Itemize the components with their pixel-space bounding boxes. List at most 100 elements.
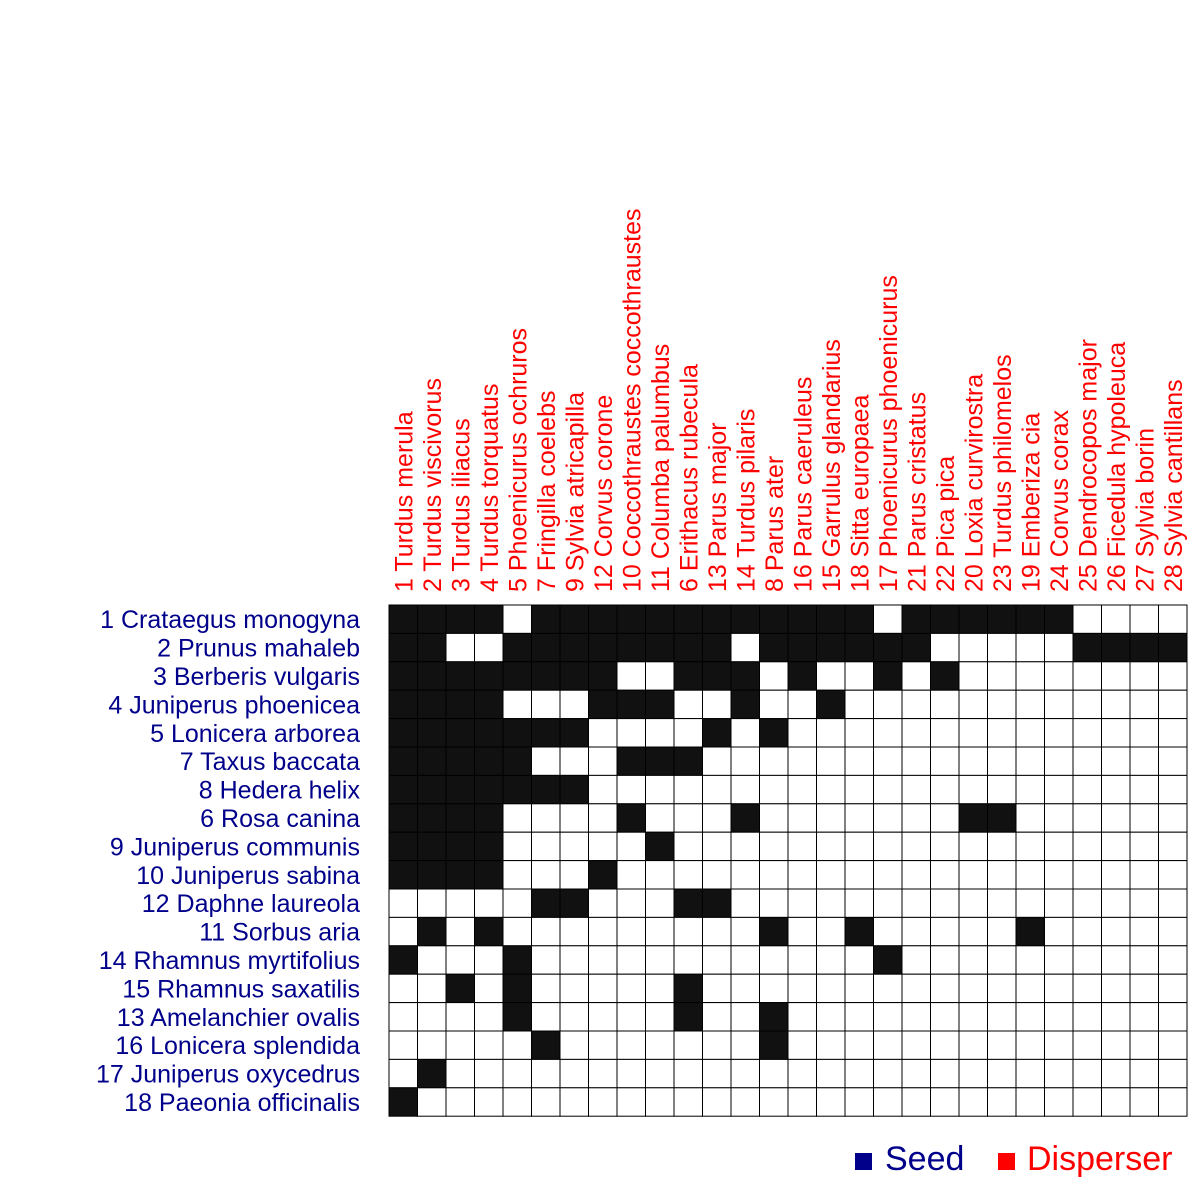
- matrix-cell: [502, 888, 532, 918]
- matrix-cell: [702, 831, 732, 862]
- matrix-cell: [1101, 831, 1131, 862]
- matrix-cell: [844, 945, 874, 975]
- matrix-cell: [816, 746, 846, 776]
- matrix-cell: [1072, 632, 1102, 663]
- matrix-cell: [1129, 689, 1159, 720]
- matrix-cell: [901, 746, 931, 776]
- matrix-cell: [1044, 803, 1074, 833]
- column-label: 5 Phoenicurus ochruros: [504, 328, 532, 592]
- matrix-cell: [645, 718, 675, 748]
- matrix-cell: [1129, 746, 1159, 776]
- row-label: 16 Lonicera splendida: [115, 1032, 360, 1060]
- matrix-cell: [1044, 1058, 1074, 1089]
- matrix-cell: [930, 689, 960, 720]
- matrix-cell: [987, 945, 1017, 975]
- matrix-cell: [616, 1030, 646, 1060]
- matrix-cell: [702, 661, 732, 691]
- matrix-cell: [1044, 831, 1074, 862]
- column-label: 14 Turdus pilaris: [732, 409, 760, 592]
- row-label: 1 Crataegus monogyna: [100, 606, 360, 634]
- column-label: 6 Erithacus rubecula: [675, 364, 703, 592]
- matrix-cell: [702, 860, 732, 890]
- row-label: 15 Rhamnus saxatilis: [122, 975, 360, 1003]
- matrix-cell: [958, 831, 988, 862]
- matrix-cell: [787, 604, 817, 634]
- matrix-cell: [844, 973, 874, 1004]
- matrix-cell: [1101, 973, 1131, 1004]
- matrix-cell: [673, 774, 703, 805]
- matrix-cell: [759, 860, 789, 890]
- matrix-cell: [559, 945, 589, 975]
- matrix-cell: [930, 888, 960, 918]
- matrix-cell: [502, 632, 532, 663]
- matrix-cell: [1129, 973, 1159, 1004]
- matrix-cell: [1072, 661, 1102, 691]
- matrix-cell: [759, 1002, 789, 1032]
- matrix-cell: [730, 1002, 760, 1032]
- matrix-cell: [645, 916, 675, 947]
- matrix-cell: [588, 689, 618, 720]
- matrix-cell: [531, 860, 561, 890]
- matrix-cell: [559, 632, 589, 663]
- matrix-cell: [588, 1002, 618, 1032]
- matrix-cell: [559, 1030, 589, 1060]
- matrix-cell: [1072, 916, 1102, 947]
- matrix-cell: [417, 604, 447, 634]
- matrix-cell: [1072, 689, 1102, 720]
- matrix-cell: [787, 718, 817, 748]
- matrix-cell: [388, 689, 418, 720]
- matrix-cell: [445, 632, 475, 663]
- matrix-cell: [616, 916, 646, 947]
- matrix-cell: [930, 916, 960, 947]
- column-label: 22 Pica pica: [932, 456, 960, 592]
- matrix-cell: [730, 774, 760, 805]
- matrix-cell: [1158, 945, 1188, 975]
- matrix-cell: [1044, 632, 1074, 663]
- matrix-cell: [730, 661, 760, 691]
- matrix-cell: [873, 1058, 903, 1089]
- matrix-cell: [417, 1030, 447, 1060]
- matrix-cell: [1129, 604, 1159, 634]
- matrix-cell: [1044, 661, 1074, 691]
- matrix-cell: [616, 1002, 646, 1032]
- matrix-cell: [759, 1087, 789, 1117]
- matrix-cell: [730, 632, 760, 663]
- matrix-cell: [531, 1002, 561, 1032]
- matrix-cell: [445, 689, 475, 720]
- matrix-cell: [616, 661, 646, 691]
- matrix-cell: [958, 803, 988, 833]
- matrix-cell: [645, 973, 675, 1004]
- matrix-cell: [759, 746, 789, 776]
- matrix-cell: [645, 604, 675, 634]
- matrix-cell: [730, 831, 760, 862]
- matrix-cell: [474, 1058, 504, 1089]
- matrix-cell: [730, 746, 760, 776]
- matrix-cell: [930, 1030, 960, 1060]
- matrix-cell: [1158, 718, 1188, 748]
- matrix-cell: [1129, 860, 1159, 890]
- matrix-cell: [702, 1002, 732, 1032]
- column-label: 9 Sylvia atricapilla: [561, 392, 589, 592]
- matrix-cell: [987, 1058, 1017, 1089]
- matrix-cell: [445, 746, 475, 776]
- matrix-cell: [1044, 689, 1074, 720]
- row-label: 5 Lonicera arborea: [150, 720, 360, 748]
- matrix-cell: [1129, 1030, 1159, 1060]
- matrix-cell: [445, 661, 475, 691]
- matrix-cell: [702, 973, 732, 1004]
- matrix-cell: [816, 831, 846, 862]
- matrix-cell: [417, 888, 447, 918]
- matrix-cell: [930, 1058, 960, 1089]
- matrix-cell: [787, 888, 817, 918]
- matrix-cell: [502, 860, 532, 890]
- matrix-cell: [1158, 632, 1188, 663]
- matrix-cell: [1158, 1087, 1188, 1117]
- matrix-cell: [987, 1030, 1017, 1060]
- matrix-cell: [730, 718, 760, 748]
- matrix-cell: [816, 973, 846, 1004]
- matrix-cell: [616, 718, 646, 748]
- matrix-cell: [1101, 945, 1131, 975]
- matrix-cell: [1101, 916, 1131, 947]
- column-label: 11 Columba palumbus: [647, 344, 675, 592]
- matrix-cell: [787, 1058, 817, 1089]
